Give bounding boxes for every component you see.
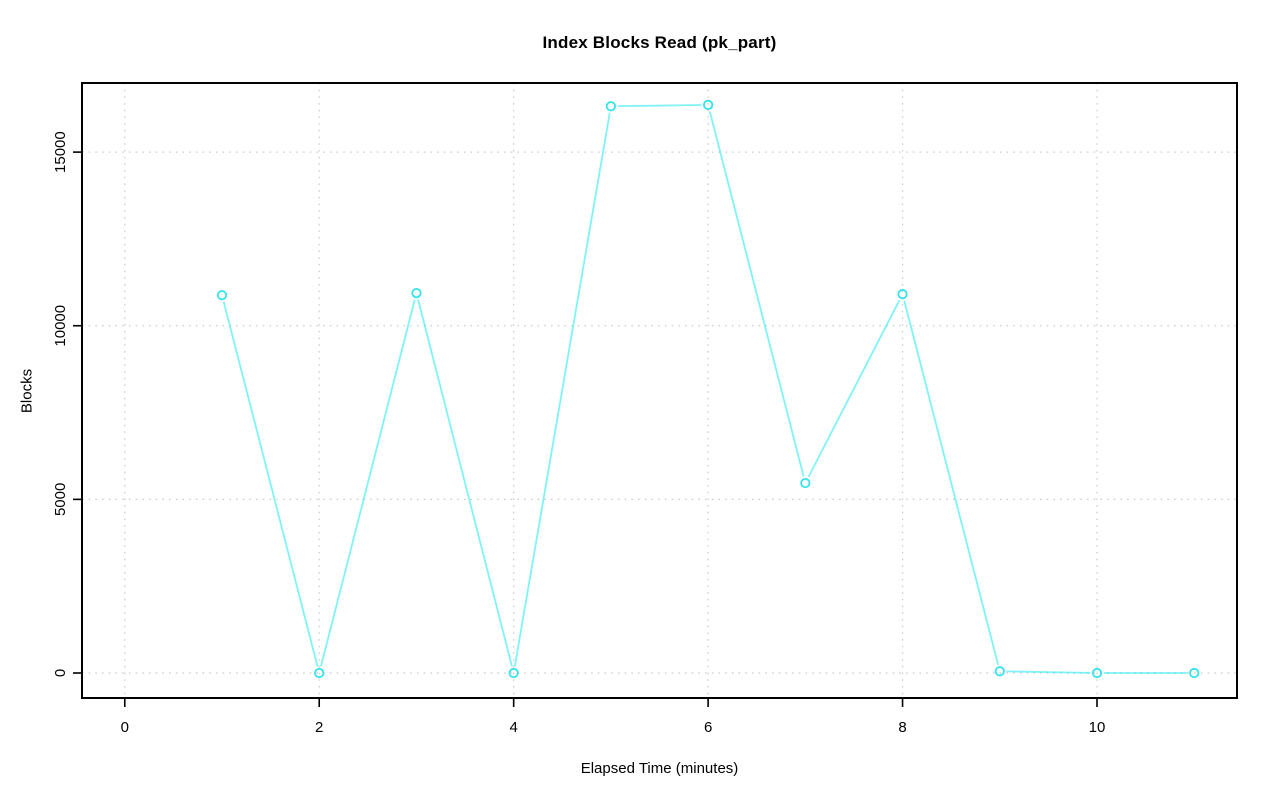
series-segment bbox=[903, 300, 999, 665]
y-tick-label: 0 bbox=[52, 669, 69, 677]
x-tick-label: 4 bbox=[509, 719, 517, 736]
data-point-marker bbox=[411, 287, 422, 299]
data-point-marker bbox=[897, 289, 908, 300]
series-segment bbox=[709, 111, 805, 477]
plot-border bbox=[81, 82, 1238, 699]
series-segment bbox=[320, 299, 416, 667]
data-point-marker bbox=[994, 666, 1005, 677]
y-tick-label: 5000 bbox=[52, 483, 69, 516]
x-tick-label: 2 bbox=[315, 719, 323, 736]
series-segment bbox=[417, 299, 513, 667]
data-point-marker bbox=[216, 290, 228, 301]
x-axis-title: Elapsed Time (minutes) bbox=[580, 760, 739, 777]
series-segment bbox=[1006, 670, 1091, 674]
series-segment bbox=[617, 104, 702, 108]
data-point-marker bbox=[1091, 667, 1103, 679]
x-tick-label: 8 bbox=[898, 719, 906, 736]
y-axis-title: Blocks bbox=[18, 368, 36, 414]
chart-title: Index Blocks Read (pk_part) bbox=[542, 33, 777, 52]
x-tick-label: 0 bbox=[121, 719, 129, 736]
y-tick-label: 10000 bbox=[52, 305, 69, 347]
x-tick-label: 10 bbox=[1089, 719, 1106, 736]
series-segment bbox=[222, 301, 319, 667]
data-point-marker bbox=[800, 477, 811, 489]
data-point-marker bbox=[314, 667, 325, 679]
series-segment bbox=[514, 112, 611, 667]
data-point-marker bbox=[605, 101, 616, 112]
data-point-marker bbox=[508, 667, 519, 679]
x-tick-label: 6 bbox=[704, 719, 712, 736]
data-point-marker bbox=[703, 99, 714, 110]
y-tick-label: 15000 bbox=[52, 131, 69, 173]
data-point-marker bbox=[1189, 667, 1200, 679]
series-segment bbox=[807, 299, 901, 478]
